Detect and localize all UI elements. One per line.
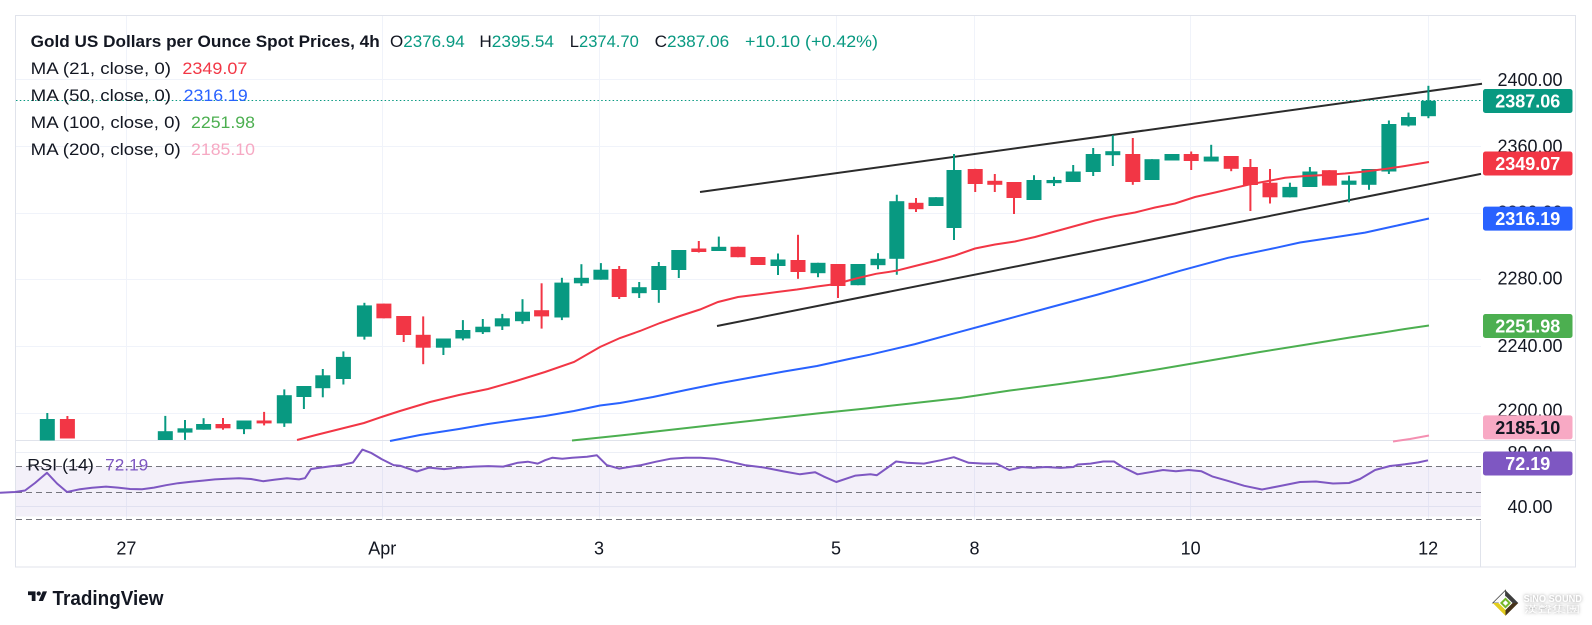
svg-text:2387.06: 2387.06 [1495,92,1560,112]
svg-text:MA (50, close, 0): MA (50, close, 0) [31,86,171,105]
svg-text:C2387.06: C2387.06 [655,32,730,51]
svg-text:12: 12 [1418,539,1438,559]
svg-text:2316.19: 2316.19 [184,86,248,105]
svg-text:27: 27 [116,539,136,559]
svg-text:2360.00: 2360.00 [1497,136,1562,156]
svg-text:L2374.70: L2374.70 [570,32,639,51]
svg-text:2251.98: 2251.98 [1495,317,1560,337]
svg-text:72.19: 72.19 [105,456,148,475]
svg-text:2280.00: 2280.00 [1497,269,1562,289]
svg-text:10: 10 [1181,539,1201,559]
svg-text:2185.10: 2185.10 [191,140,255,159]
svg-text:漢聲集團: 漢聲集團 [1524,604,1580,615]
svg-text:MA (21, close, 0): MA (21, close, 0) [31,59,171,78]
svg-text:O2376.94: O2376.94 [390,32,465,51]
svg-text:2316.19: 2316.19 [1495,209,1560,229]
svg-text:40.00: 40.00 [1507,497,1552,517]
svg-text:2185.10: 2185.10 [1495,418,1560,438]
svg-text:+10.10 (+0.42%): +10.10 (+0.42%) [745,32,878,51]
svg-text:3: 3 [594,539,604,559]
svg-text:2200.00: 2200.00 [1497,400,1562,420]
svg-text:TradingView: TradingView [53,588,164,610]
svg-text:72.19: 72.19 [1505,454,1550,474]
svg-text:8: 8 [969,539,979,559]
svg-text:Apr: Apr [368,539,396,559]
svg-text:MA (200, close, 0): MA (200, close, 0) [31,140,181,159]
svg-text:Gold US Dollars per Ounce Spot: Gold US Dollars per Ounce Spot Prices, 4… [31,32,380,51]
svg-text:2251.98: 2251.98 [191,113,255,132]
svg-text:RSI (14): RSI (14) [27,456,94,475]
svg-text:5: 5 [831,539,841,559]
svg-text:2240.00: 2240.00 [1497,336,1562,356]
svg-text:2349.07: 2349.07 [182,59,247,78]
svg-text:H2395.54: H2395.54 [479,32,554,51]
svg-text:MA (100, close, 0): MA (100, close, 0) [31,113,181,132]
svg-text:SiNO SOUND: SiNO SOUND [1524,594,1582,605]
svg-text:2349.07: 2349.07 [1495,154,1560,174]
svg-text:2400.00: 2400.00 [1497,70,1562,90]
